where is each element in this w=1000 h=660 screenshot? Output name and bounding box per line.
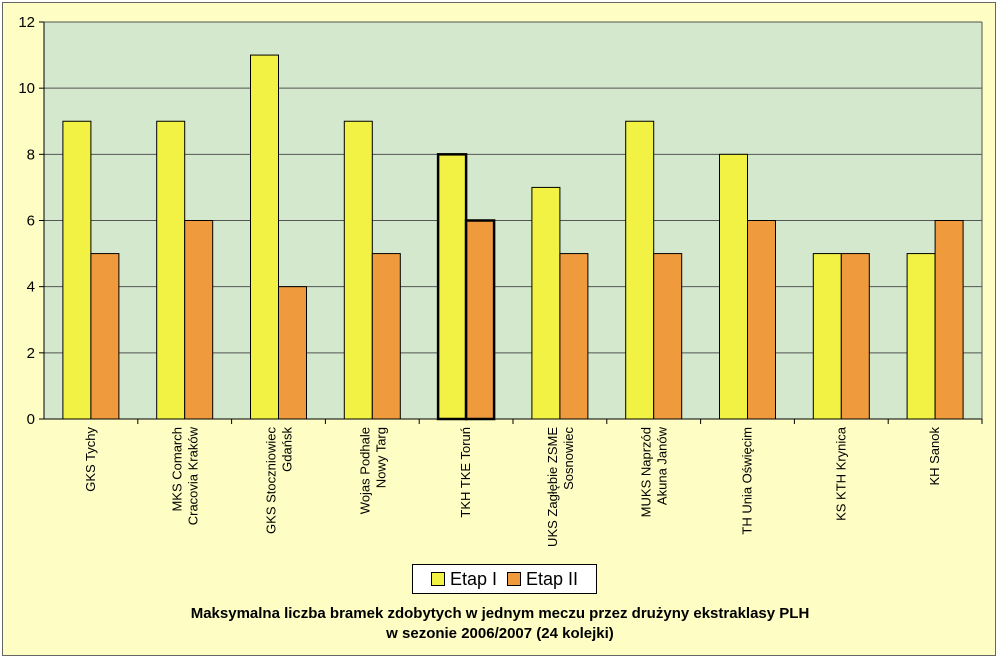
y-tick-label: 4 xyxy=(27,279,35,296)
x-category-label-line: GKS Stoczniowiec xyxy=(264,427,279,534)
bar-etap-2 xyxy=(934,220,964,420)
legend: Etap I Etap II xyxy=(412,564,597,594)
x-category-label-line: Cracovia Kraków xyxy=(186,426,201,525)
chart-title-line-2: w sezonie 2006/2007 (24 kolejki) xyxy=(386,625,614,642)
chart-title-line-1: Maksymalna liczba bramek zdobytych w jed… xyxy=(190,605,810,622)
x-category-label: MUKS NaprzódAkuna Janów xyxy=(639,426,670,517)
x-category-label-line: MUKS Naprzód xyxy=(639,427,654,517)
x-category-label-line: GKS Tychy xyxy=(83,427,98,492)
legend-swatch-etap-2 xyxy=(507,572,521,586)
x-category-label: TKH TKE Toruń xyxy=(458,427,473,518)
x-category-label-line: Sosnowiec xyxy=(561,427,576,490)
y-tick-label: 2 xyxy=(27,345,35,362)
x-category-label-line: Wojas Podhale xyxy=(357,427,372,514)
bar-etap-2 xyxy=(464,219,496,421)
legend-label-etap-1: Etap I xyxy=(449,568,497,589)
x-category-label-line: UKS Zagłębie ZSME xyxy=(545,427,560,547)
x-category-label: KS KTH Krynica xyxy=(833,426,848,521)
bar-etap-2 xyxy=(840,253,870,420)
bar-etap-1 xyxy=(906,253,936,420)
x-category-label: Wojas PodhaleNowy Targ xyxy=(357,427,388,514)
y-tick-label: 8 xyxy=(27,146,35,163)
bar-etap-1 xyxy=(250,54,279,420)
x-category-label: GKS StoczniowiecGdańsk xyxy=(264,427,295,534)
bar-etap-2 xyxy=(653,253,683,420)
x-category-label: MKS ComarchCracovia Kraków xyxy=(170,426,201,525)
bar-etap-1 xyxy=(156,120,186,420)
bar-etap-2 xyxy=(747,220,776,420)
x-category-label-line: MKS Comarch xyxy=(170,427,185,512)
legend-swatch-etap-1 xyxy=(430,572,445,586)
bar-etap-1 xyxy=(812,253,842,420)
bar-etap-2 xyxy=(90,253,120,420)
bar-etap-1 xyxy=(719,153,748,420)
y-tick-label: 12 xyxy=(18,14,35,31)
bar-etap-1 xyxy=(62,120,92,420)
bar-etap-1 xyxy=(436,153,468,421)
y-tick-label: 0 xyxy=(27,411,35,428)
bar-etap-1 xyxy=(625,120,655,420)
legend-item-etap-2: Etap II xyxy=(507,569,578,590)
bar-etap-2 xyxy=(559,253,589,420)
x-category-label-line: KS KTH Krynica xyxy=(833,426,848,521)
x-category-label-line: Nowy Targ xyxy=(373,427,388,488)
y-tick-label: 10 xyxy=(18,80,35,97)
x-category-label-line: TH Unia Oświęcim xyxy=(740,427,755,535)
bar-etap-1 xyxy=(531,186,561,420)
bar-etap-2 xyxy=(278,286,307,420)
x-category-label-line: KH Sanok xyxy=(927,427,942,486)
y-tick-label: 6 xyxy=(27,213,35,230)
x-category-label-line: TKH TKE Toruń xyxy=(458,427,473,518)
legend-label-etap-2: Etap II xyxy=(526,568,579,589)
x-category-label: UKS Zagłębie ZSMESosnowiec xyxy=(545,427,576,547)
x-category-label: KH Sanok xyxy=(927,427,942,486)
chart-title: Maksymalna liczba bramek zdobytych w jed… xyxy=(0,604,1000,644)
legend-item-etap-1: Etap I xyxy=(430,568,497,590)
bar-etap-2 xyxy=(184,220,214,420)
bar-etap-2 xyxy=(371,253,401,420)
x-category-label-line: Akuna Janów xyxy=(655,426,670,505)
x-category-label-line: Gdańsk xyxy=(280,427,295,472)
x-category-label: GKS Tychy xyxy=(83,427,98,492)
x-category-label: TH Unia Oświęcim xyxy=(740,427,755,535)
bar-etap-1 xyxy=(343,120,373,420)
